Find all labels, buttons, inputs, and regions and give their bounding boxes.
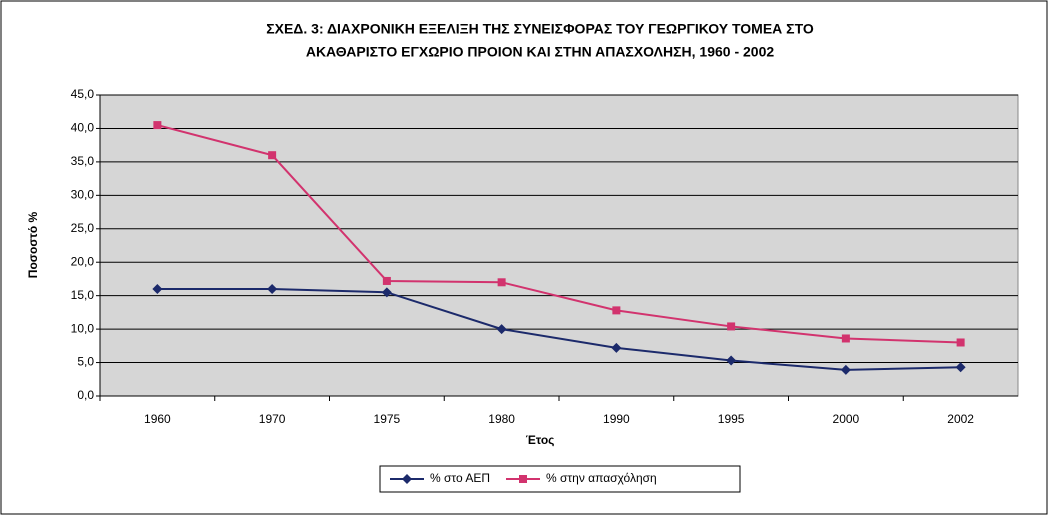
- data-point: [726, 355, 737, 366]
- data-point: [382, 276, 391, 285]
- y-tick-label: 45,0: [71, 87, 95, 101]
- data-point: [611, 342, 622, 353]
- legend-label: % στην απασχόληση: [546, 471, 657, 485]
- chart-title: ΣΧΕΔ. 3: ΔΙΑΧΡΟΝΙΚΗ ΕΞΕΛΙΞΗ ΤΗΣ ΣΥΝΕΙΣΦΟ…: [266, 21, 814, 37]
- y-tick-label: 25,0: [71, 221, 95, 235]
- data-point: [612, 306, 621, 315]
- data-point: [268, 151, 277, 160]
- x-axis-label: Έτος: [526, 433, 555, 447]
- legend: [379, 465, 741, 493]
- data-point: [841, 334, 850, 343]
- x-tick-label: 1960: [144, 412, 171, 426]
- y-tick-label: 15,0: [71, 288, 95, 302]
- y-tick-label: 0,0: [77, 388, 94, 402]
- y-tick-label: 20,0: [71, 254, 95, 268]
- data-point: [840, 364, 851, 375]
- data-point: [956, 338, 965, 347]
- x-tick-label: 1980: [488, 412, 515, 426]
- y-tick-label: 30,0: [71, 188, 95, 202]
- data-point: [727, 322, 736, 331]
- data-point: [955, 362, 966, 373]
- y-tick-label: 35,0: [71, 154, 95, 168]
- data-point: [152, 283, 163, 294]
- x-tick-label: 2002: [947, 412, 974, 426]
- y-tick-label: 40,0: [71, 121, 95, 135]
- y-axis-label: Ποσοστό %: [26, 211, 40, 278]
- data-point: [496, 324, 507, 335]
- data-point: [497, 278, 506, 287]
- data-point: [267, 283, 278, 294]
- x-tick-label: 1990: [603, 412, 630, 426]
- series-line: [157, 287, 961, 371]
- x-tick-label: 1970: [259, 412, 286, 426]
- chart-title: ΑΚΑΘΑΡΙΣΤΟ ΕΓΧΩΡΙΟ ΠΡΟΙΟΝ ΚΑΙ ΣΤΗΝ ΑΠΑΣΧ…: [306, 44, 775, 60]
- y-tick-label: 5,0: [77, 355, 94, 369]
- x-tick-label: 1975: [374, 412, 401, 426]
- data-point: [381, 287, 392, 298]
- data-point: [153, 121, 162, 130]
- series-line: [157, 124, 961, 344]
- legend-marker: [519, 475, 527, 483]
- x-tick-label: 2000: [833, 412, 860, 426]
- legend-label: % στο ΑΕΠ: [430, 471, 490, 485]
- x-tick-label: 1995: [718, 412, 745, 426]
- y-tick-label: 10,0: [71, 321, 95, 335]
- plot-area: [99, 94, 1019, 397]
- legend-marker: [402, 474, 412, 484]
